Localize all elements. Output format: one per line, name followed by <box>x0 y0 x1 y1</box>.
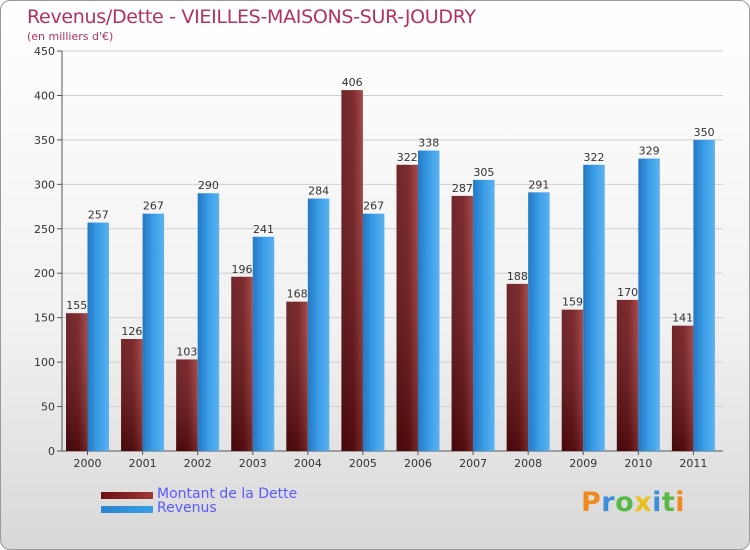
data-label-dette: 287 <box>452 182 473 195</box>
x-tick-label: 2004 <box>294 457 322 470</box>
x-tick-label: 2002 <box>184 457 212 470</box>
bar-revenus <box>197 193 220 451</box>
data-label-dette: 322 <box>397 151 418 164</box>
data-label-dette: 406 <box>342 76 363 89</box>
x-tick-label: 2000 <box>74 457 102 470</box>
y-tick-label: 0 <box>48 445 55 458</box>
logo-letter: t <box>661 487 676 518</box>
bar-revenus <box>528 192 550 452</box>
bar-dette-shade <box>341 90 363 451</box>
y-tick-label: 400 <box>34 89 55 102</box>
x-tick-label: 2007 <box>459 457 487 470</box>
x-tick-label: 2005 <box>349 457 377 470</box>
bar-revenus <box>418 150 440 452</box>
x-tick-label: 2011 <box>679 457 707 470</box>
chart-title: Revenus/Dette - VIEILLES-MAISONS-SUR-JOU… <box>27 6 476 28</box>
x-tick-label: 2006 <box>404 457 432 470</box>
data-label-dette: 170 <box>617 286 638 299</box>
bar-dette-shade <box>451 195 474 451</box>
bar-revenus <box>473 179 495 451</box>
data-label-dette: 155 <box>66 299 87 312</box>
logo-letter: r <box>601 487 616 518</box>
data-label-revenus: 290 <box>198 179 219 192</box>
proxiti-logo: Proxiti <box>581 487 685 518</box>
x-tick-label: 2001 <box>129 457 157 470</box>
y-tick-label: 300 <box>34 178 55 191</box>
data-label-revenus: 322 <box>584 151 605 164</box>
bar-dette-shade <box>121 339 143 451</box>
y-tick-label: 450 <box>34 45 55 58</box>
y-tick-label: 250 <box>34 223 55 236</box>
bar-revenus <box>252 236 275 451</box>
bar-revenus <box>87 222 109 451</box>
bar-revenus <box>638 158 660 452</box>
data-label-revenus: 284 <box>308 185 329 198</box>
legend-swatch-dette <box>101 492 153 499</box>
data-label-dette: 168 <box>287 288 308 301</box>
logo-letter: o <box>615 487 635 518</box>
data-label-revenus: 267 <box>143 200 164 213</box>
x-tick-label: 2010 <box>624 457 652 470</box>
legend-label-dette: Montant de la Dette <box>157 486 298 502</box>
bar-dette-shade <box>616 299 639 451</box>
data-label-revenus: 267 <box>363 200 384 213</box>
bar-revenus <box>583 164 605 451</box>
bar-revenus <box>307 198 330 451</box>
y-tick-label: 200 <box>34 267 55 280</box>
bar-dette-shade <box>506 283 529 451</box>
bar-dette-shade <box>286 301 308 451</box>
bar-revenus <box>693 139 715 451</box>
bar-revenus <box>362 213 385 451</box>
bar-dette-shade <box>396 164 418 451</box>
data-label-dette: 188 <box>507 270 528 283</box>
chart-subtitle: (en milliers d'€) <box>27 30 114 43</box>
logo-letter: i <box>652 487 662 518</box>
data-label-dette: 141 <box>672 312 693 325</box>
logo-letter: P <box>581 487 602 518</box>
data-label-dette: 126 <box>121 325 142 338</box>
logo-letter: i <box>675 487 686 518</box>
x-tick-label: 2009 <box>569 457 597 470</box>
legend-swatch-revenus <box>101 506 153 513</box>
x-tick-label: 2003 <box>239 457 267 470</box>
x-tick-label: 2008 <box>514 457 542 470</box>
data-label-dette: 159 <box>562 296 583 309</box>
data-label-revenus: 329 <box>639 145 660 158</box>
bar-dette-shade <box>561 309 584 451</box>
data-label-revenus: 291 <box>528 178 549 191</box>
data-label-revenus: 241 <box>253 223 274 236</box>
bar-dette-shade <box>66 313 88 451</box>
y-tick-label: 100 <box>34 356 55 369</box>
data-label-dette: 103 <box>176 345 197 358</box>
bar-revenus <box>142 213 165 451</box>
data-label-revenus: 305 <box>473 166 494 179</box>
legend-label-revenus: Revenus <box>157 500 217 516</box>
bar-dette-shade <box>231 276 253 451</box>
logo-letter: x <box>634 487 653 518</box>
data-label-revenus: 257 <box>88 209 109 222</box>
y-tick-label: 350 <box>34 134 55 147</box>
y-tick-label: 150 <box>34 312 55 325</box>
bar-dette-shade <box>176 359 198 451</box>
data-label-dette: 196 <box>232 263 253 276</box>
data-label-revenus: 350 <box>694 126 715 139</box>
y-tick-label: 50 <box>41 401 55 414</box>
data-label-revenus: 338 <box>418 137 439 150</box>
bar-dette-shade <box>671 325 694 451</box>
